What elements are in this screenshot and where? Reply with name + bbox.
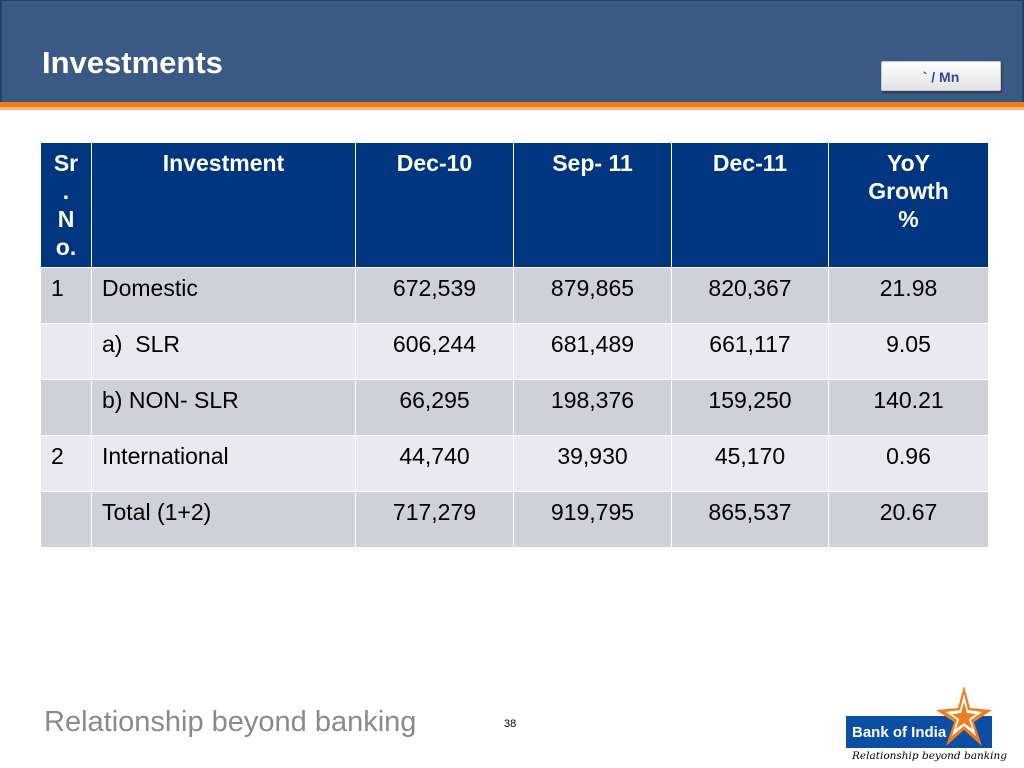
- cell-yoy: 21.98: [828, 267, 989, 324]
- table-row: 2 International 44,740 39,930 45,170 0.9…: [40, 435, 989, 492]
- page-title: Investments: [42, 45, 223, 80]
- column-header-investment: Investment: [91, 142, 356, 268]
- cell-yoy: 140.21: [828, 379, 989, 436]
- cell-investment: Total (1+2): [91, 491, 356, 548]
- cell-yoy: 0.96: [828, 435, 989, 492]
- table-row: Total (1+2) 717,279 919,795 865,537 20.6…: [40, 491, 989, 548]
- cell-dec-11: 820,367: [671, 267, 829, 324]
- cell-sr: 2: [40, 435, 92, 492]
- cell-sr: 1: [40, 267, 92, 324]
- cell-sr: [40, 491, 92, 548]
- cell-sep-11: 198,376: [513, 379, 672, 436]
- cell-sep-11: 681,489: [513, 323, 672, 380]
- column-header-dec-11: Dec-11: [671, 142, 829, 268]
- cell-investment: International: [91, 435, 356, 492]
- investments-table: Sr . N o. Investment Dec-10 Sep- 11 Dec-…: [40, 142, 989, 548]
- page-number: 38: [504, 718, 517, 730]
- cell-dec-11: 661,117: [671, 323, 829, 380]
- footer-tagline: Relationship beyond banking: [44, 706, 417, 738]
- cell-dec-10: 66,295: [355, 379, 514, 436]
- unit-badge: ` / Mn: [881, 61, 1001, 91]
- cell-dec-11: 45,170: [671, 435, 829, 492]
- table-row: 1 Domestic 672,539 879,865 820,367 21.98: [40, 267, 989, 324]
- cell-investment: b) NON- SLR: [91, 379, 356, 436]
- cell-yoy: 9.05: [828, 323, 989, 380]
- column-header-dec-10: Dec-10: [355, 142, 514, 268]
- cell-sep-11: 39,930: [513, 435, 672, 492]
- table-row: b) NON- SLR 66,295 198,376 159,250 140.2…: [40, 379, 989, 436]
- logo-name: Bank of India: [852, 724, 947, 741]
- cell-investment: Domestic: [91, 267, 356, 324]
- cell-dec-10: 672,539: [355, 267, 514, 324]
- table-row: a) SLR 606,244 681,489 661,117 9.05: [40, 323, 989, 380]
- cell-dec-10: 44,740: [355, 435, 514, 492]
- header-banner: Investments ` / Mn: [0, 0, 1024, 102]
- accent-divider: [0, 102, 1024, 107]
- table-header-row: Sr . N o. Investment Dec-10 Sep- 11 Dec-…: [40, 142, 989, 268]
- bank-logo: Bank of India Relationship beyond bankin…: [844, 686, 1007, 766]
- accent-divider-light: [0, 107, 1024, 110]
- star-icon: [936, 686, 992, 746]
- cell-sep-11: 919,795: [513, 491, 672, 548]
- column-header-sep-11: Sep- 11: [513, 142, 672, 268]
- cell-dec-11: 159,250: [671, 379, 829, 436]
- cell-sep-11: 879,865: [513, 267, 672, 324]
- cell-dec-10: 606,244: [355, 323, 514, 380]
- cell-dec-10: 717,279: [355, 491, 514, 548]
- cell-dec-11: 865,537: [671, 491, 829, 548]
- cell-sr: [40, 379, 92, 436]
- logo-tagline: Relationship beyond banking: [852, 750, 1007, 762]
- cell-yoy: 20.67: [828, 491, 989, 548]
- cell-sr: [40, 323, 92, 380]
- cell-investment: a) SLR: [91, 323, 356, 380]
- column-header-yoy-growth: YoY Growth %: [828, 142, 989, 268]
- column-header-sr-no: Sr . N o.: [40, 142, 92, 268]
